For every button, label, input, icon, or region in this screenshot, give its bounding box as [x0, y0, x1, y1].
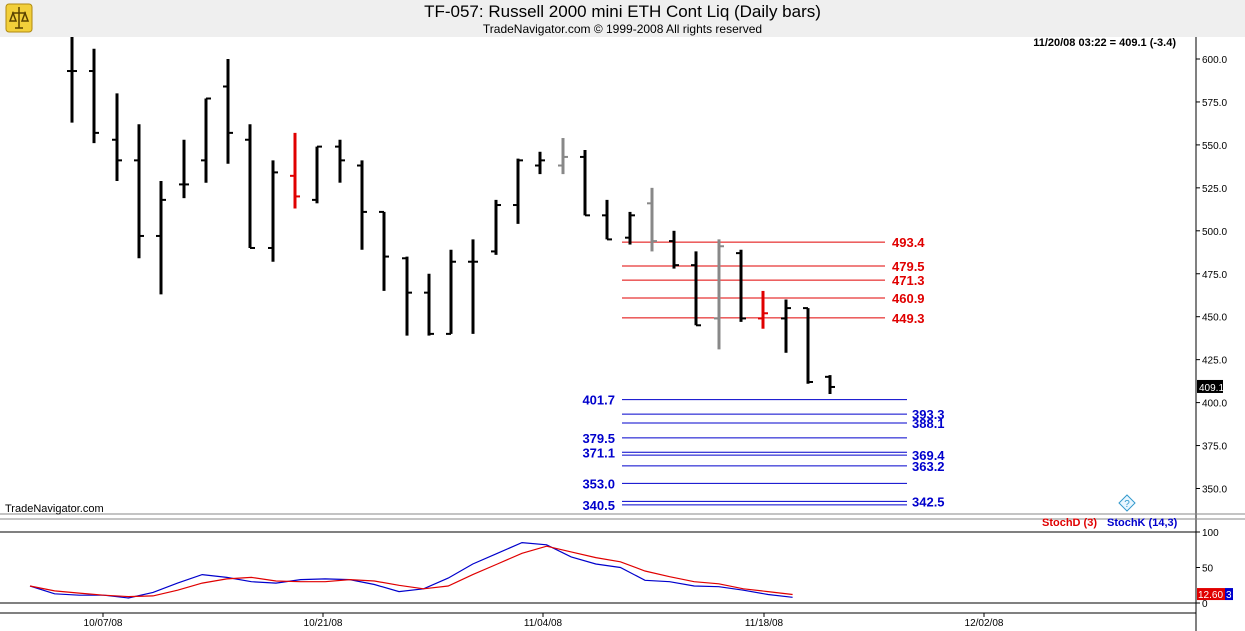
price-bar — [156, 180, 166, 295]
trade-navigator-logo-icon — [5, 3, 33, 33]
resistance-label: 479.5 — [892, 259, 925, 274]
support-label: 388.1 — [912, 416, 945, 431]
price-tick-label: 400.0 — [1202, 399, 1227, 410]
time-tick-label: 11/04/08 — [524, 618, 563, 629]
price-bar — [268, 160, 278, 262]
time-tick-label: 10/07/08 — [84, 618, 123, 629]
svg-text:?: ? — [1124, 499, 1130, 510]
price-tick-label: 350.0 — [1202, 485, 1227, 496]
price-bar — [825, 375, 835, 395]
price-bar — [424, 273, 434, 336]
support-label: 371.1 — [582, 445, 615, 460]
price-bar — [669, 230, 679, 269]
price-bar — [245, 124, 255, 249]
support-label: 340.5 — [582, 498, 615, 513]
price-bar — [736, 249, 746, 322]
price-bar — [468, 239, 478, 334]
stoch-k-value-box — [1225, 588, 1233, 601]
support-label: 401.7 — [582, 393, 615, 408]
price-bar — [558, 138, 568, 175]
price-bar — [112, 93, 122, 181]
chart-title: TF-057: Russell 2000 mini ETH Cont Liq (… — [424, 2, 821, 21]
price-bar — [357, 160, 367, 250]
price-tick-label: 475.0 — [1202, 270, 1227, 281]
price-bar — [602, 199, 612, 241]
price-bar — [714, 239, 724, 350]
price-bar — [758, 290, 768, 329]
resistance-label: 449.3 — [892, 311, 925, 326]
price-bar — [379, 210, 389, 291]
header-bar: TF-057: Russell 2000 mini ETH Cont Liq (… — [0, 0, 1245, 37]
price-tick-label: 425.0 — [1202, 356, 1227, 367]
watermark: TradeNavigator.com — [5, 503, 104, 515]
stoch-d-line — [29, 545, 793, 598]
support-label: 379.5 — [582, 431, 615, 446]
stoch-k-value-label: 3 — [1226, 590, 1232, 601]
support-label: 369.4 — [912, 448, 945, 463]
price-bar — [491, 199, 501, 255]
support-label: 393.3 — [912, 407, 945, 422]
support-label: 363.2 — [912, 459, 945, 474]
price-bar — [335, 139, 345, 183]
price-bar — [134, 124, 144, 259]
time-tick-label: 12/02/08 — [965, 618, 1004, 629]
stoch-d-value-box — [1197, 588, 1225, 601]
support-label: 342.5 — [912, 494, 945, 509]
stoch-tick-label: 0 — [1202, 599, 1208, 610]
price-bar — [290, 132, 300, 209]
price-tick-label: 525.0 — [1202, 184, 1227, 195]
price-tick-label: 375.0 — [1202, 442, 1227, 453]
price-bar — [691, 251, 701, 327]
price-bar — [513, 158, 523, 224]
price-tick-label: 550.0 — [1202, 141, 1227, 152]
price-bar — [580, 150, 590, 217]
price-bar — [89, 48, 99, 144]
copyright-text: TradeNavigator.com © 1999-2008 All right… — [482, 22, 763, 36]
price-bar — [223, 59, 233, 164]
stoch-tick-label: 50 — [1202, 564, 1214, 575]
price-bar — [67, 37, 77, 123]
price-bar — [402, 256, 412, 336]
help-icon[interactable]: ? — [1118, 494, 1136, 512]
stoch-tick-label: 100 — [1202, 528, 1219, 539]
price-bar — [647, 187, 657, 252]
time-tick-label: 11/18/08 — [745, 618, 784, 629]
price-tick-label: 450.0 — [1202, 313, 1227, 324]
price-bar — [201, 97, 211, 183]
time-tick-label: 10/21/08 — [304, 618, 343, 629]
price-bar — [179, 139, 189, 199]
resistance-label: 471.3 — [892, 273, 925, 288]
price-tick-label: 500.0 — [1202, 227, 1227, 238]
support-label: 353.0 — [582, 476, 615, 491]
last-price-box — [1197, 379, 1223, 393]
stoch-d-value-label: 12.60 — [1198, 590, 1223, 601]
price-bar — [803, 307, 813, 384]
price-tick-label: 600.0 — [1202, 55, 1227, 66]
price-bar — [781, 299, 791, 353]
price-tick-label: 575.0 — [1202, 98, 1227, 109]
price-bar — [312, 145, 322, 204]
price-bar — [535, 151, 545, 175]
stoch-d-legend: StochD (3) — [1042, 517, 1097, 529]
price-bar — [446, 249, 456, 335]
stoch-k-line — [29, 541, 793, 599]
last-price-label: 409.1 — [1199, 383, 1224, 394]
stoch-k-legend: StochK (14,3) — [1107, 517, 1178, 529]
price-bar — [625, 211, 635, 245]
resistance-label: 493.4 — [892, 235, 925, 250]
resistance-label: 460.9 — [892, 291, 925, 306]
quote-line: 11/20/08 03:22 = 409.1 (-3.4) — [1033, 37, 1176, 49]
